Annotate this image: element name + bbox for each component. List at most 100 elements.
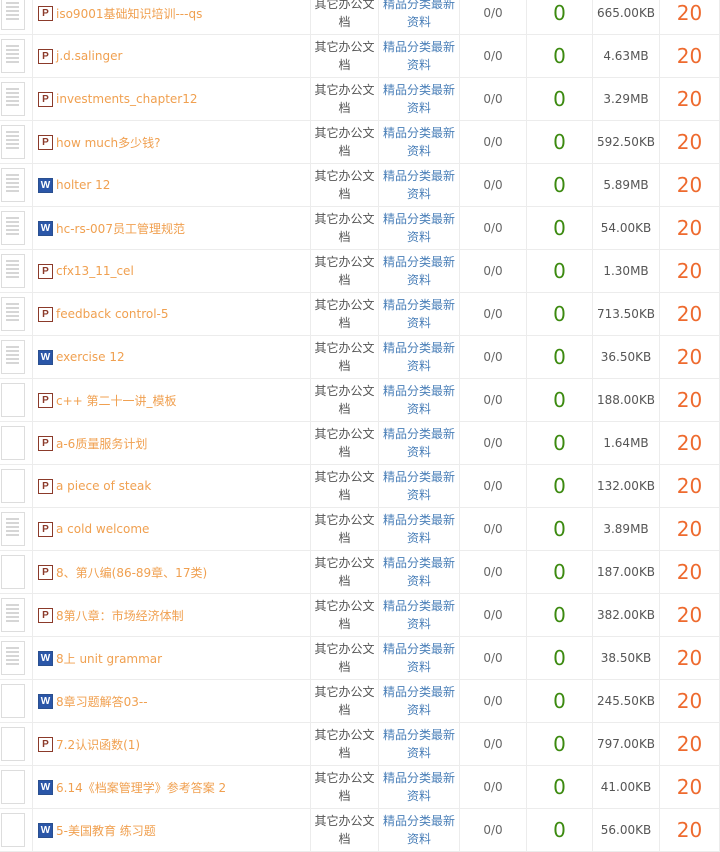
category[interactable]: 其它办公文档 [310, 34, 379, 78]
subcategory-link[interactable]: 精品分类最新资料 [378, 550, 460, 594]
category[interactable]: 其它办公文档 [310, 765, 379, 809]
subcategory-link[interactable]: 精品分类最新资料 [378, 808, 460, 852]
document-title-link[interactable]: holter 12 [56, 178, 111, 192]
document-title-link[interactable]: 8第八章：市场经济体制 [56, 608, 184, 623]
download-count: 0/0 [459, 206, 527, 250]
category[interactable]: 其它办公文档 [310, 593, 379, 637]
subcategory-link[interactable]: 精品分类最新资料 [378, 120, 460, 164]
category[interactable]: 其它办公文档 [310, 722, 379, 766]
view-count: 0 [526, 163, 593, 207]
document-title-link[interactable]: exercise 12 [56, 350, 125, 364]
document-thumbnail[interactable] [1, 469, 25, 503]
powerpoint-file-icon: P [38, 736, 53, 752]
document-title-link[interactable]: c++ 第二十一讲_模板 [56, 393, 177, 408]
category[interactable]: 其它办公文档 [310, 249, 379, 293]
table-row: P how much多少钱? 其它办公文档 精品分类最新资料 0/0 0 592… [0, 120, 720, 164]
document-thumbnail[interactable] [1, 125, 25, 159]
document-thumbnail[interactable] [1, 0, 25, 30]
subcategory-link[interactable]: 精品分类最新资料 [378, 163, 460, 207]
document-thumbnail[interactable] [1, 82, 25, 116]
category[interactable]: 其它办公文档 [310, 335, 379, 379]
view-count: 0 [526, 593, 593, 637]
document-thumbnail[interactable] [1, 727, 25, 761]
document-title-link[interactable]: 8章习题解答03-- [56, 694, 148, 709]
document-thumbnail[interactable] [1, 168, 25, 202]
file-size: 188.00KB [592, 378, 660, 422]
category[interactable]: 其它办公文档 [310, 464, 379, 508]
title-cell: P iso9001基础知识培训---qs [32, 0, 311, 35]
document-title-link[interactable]: iso9001基础知识培训---qs [56, 6, 203, 21]
view-count: 0 [526, 335, 593, 379]
document-title-link[interactable]: 8、第八编(86-89章、17类) [56, 565, 208, 580]
subcategory-link[interactable]: 精品分类最新资料 [378, 464, 460, 508]
category[interactable]: 其它办公文档 [310, 292, 379, 336]
word-file-icon: W [38, 349, 53, 365]
document-thumbnail[interactable] [1, 813, 25, 847]
document-thumbnail[interactable] [1, 512, 25, 546]
document-title-link[interactable]: how much多少钱? [56, 135, 161, 150]
document-thumbnail[interactable] [1, 39, 25, 73]
subcategory-link[interactable]: 精品分类最新资料 [378, 636, 460, 680]
document-title-link[interactable]: a piece of steak [56, 479, 152, 493]
subcategory-link[interactable]: 精品分类最新资料 [378, 206, 460, 250]
category[interactable]: 其它办公文档 [310, 206, 379, 250]
table-row: P j.d.salinger 其它办公文档 精品分类最新资料 0/0 0 4.6… [0, 34, 720, 78]
subcategory-link[interactable]: 精品分类最新资料 [378, 722, 460, 766]
category[interactable]: 其它办公文档 [310, 507, 379, 551]
category[interactable]: 其它办公文档 [310, 808, 379, 852]
document-thumbnail[interactable] [1, 684, 25, 718]
category[interactable]: 其它办公文档 [310, 378, 379, 422]
subcategory-link[interactable]: 精品分类最新资料 [378, 0, 460, 35]
document-title-link[interactable]: 6.14《档案管理学》参考答案 2 [56, 780, 227, 795]
document-title-link[interactable]: a cold welcome [56, 522, 150, 536]
subcategory-link[interactable]: 精品分类最新资料 [378, 34, 460, 78]
subcategory-link[interactable]: 精品分类最新资料 [378, 378, 460, 422]
category[interactable]: 其它办公文档 [310, 0, 379, 35]
document-title-link[interactable]: 5-美国教育 练习题 [56, 823, 156, 838]
subcategory-link[interactable]: 精品分类最新资料 [378, 77, 460, 121]
document-title-link[interactable]: cfx13_11_cel [56, 264, 134, 278]
document-thumbnail[interactable] [1, 297, 25, 331]
document-title-link[interactable]: 7.2认识函数(1) [56, 737, 141, 752]
category[interactable]: 其它办公文档 [310, 636, 379, 680]
view-count: 0 [526, 679, 593, 723]
document-thumbnail[interactable] [1, 254, 25, 288]
category[interactable]: 其它办公文档 [310, 421, 379, 465]
document-title-link[interactable]: investments_chapter12 [56, 92, 198, 106]
subcategory-link[interactable]: 精品分类最新资料 [378, 249, 460, 293]
category[interactable]: 其它办公文档 [310, 679, 379, 723]
document-title-link[interactable]: feedback control-5 [56, 307, 169, 321]
title-cell: P cfx13_11_cel [32, 249, 311, 293]
points-cost: 20 [659, 421, 720, 465]
title-cell: W 5-美国教育 练习题 [32, 808, 311, 852]
subcategory-link[interactable]: 精品分类最新资料 [378, 335, 460, 379]
document-thumbnail[interactable] [1, 211, 25, 245]
document-title-link[interactable]: a-6质量服务计划 [56, 436, 148, 451]
document-title-link[interactable]: 8上 unit grammar [56, 651, 163, 666]
table-row: P iso9001基础知识培训---qs 其它办公文档 精品分类最新资料 0/0… [0, 0, 720, 35]
document-thumbnail[interactable] [1, 641, 25, 675]
title-cell: P a-6质量服务计划 [32, 421, 311, 465]
category[interactable]: 其它办公文档 [310, 77, 379, 121]
category[interactable]: 其它办公文档 [310, 163, 379, 207]
category[interactable]: 其它办公文档 [310, 550, 379, 594]
thumbnail-cell [0, 636, 33, 680]
subcategory-link[interactable]: 精品分类最新资料 [378, 421, 460, 465]
document-thumbnail[interactable] [1, 598, 25, 632]
document-thumbnail[interactable] [1, 340, 25, 374]
document-thumbnail[interactable] [1, 555, 25, 589]
document-thumbnail[interactable] [1, 426, 25, 460]
category[interactable]: 其它办公文档 [310, 120, 379, 164]
subcategory-link[interactable]: 精品分类最新资料 [378, 292, 460, 336]
document-thumbnail[interactable] [1, 770, 25, 804]
subcategory-link[interactable]: 精品分类最新资料 [378, 765, 460, 809]
document-title-link[interactable]: j.d.salinger [56, 49, 123, 63]
table-row: W 8上 unit grammar 其它办公文档 精品分类最新资料 0/0 0 … [0, 636, 720, 680]
file-size: 54.00KB [592, 206, 660, 250]
subcategory-link[interactable]: 精品分类最新资料 [378, 679, 460, 723]
subcategory-link[interactable]: 精品分类最新资料 [378, 507, 460, 551]
view-count: 0 [526, 765, 593, 809]
document-title-link[interactable]: hc-rs-007员工管理规范 [56, 221, 185, 236]
subcategory-link[interactable]: 精品分类最新资料 [378, 593, 460, 637]
document-thumbnail[interactable] [1, 383, 25, 417]
